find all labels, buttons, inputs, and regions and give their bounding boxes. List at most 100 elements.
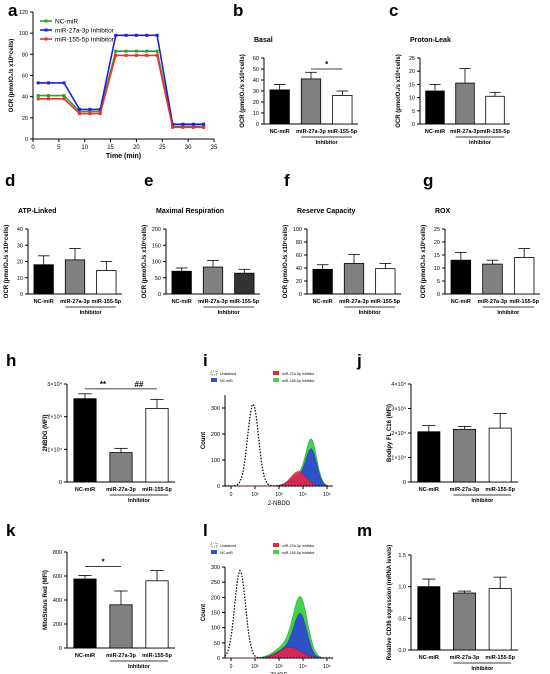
panel-letter-k: k [6, 521, 16, 540]
y-tick-label: 15 [434, 253, 440, 259]
y-tick-label: 1.5 [398, 553, 406, 559]
x-tick-label: 10³ [275, 492, 283, 498]
legend-entry: miR-155-5p Inhibitor [282, 551, 315, 555]
y-tick-label: 100 [211, 458, 220, 464]
data-point [114, 53, 118, 57]
y-tick-label: 40 [253, 78, 259, 84]
legend-entry: miR-27a-3p Inhibitor [55, 28, 115, 35]
y-tick-label: 40 [296, 266, 302, 272]
bar-c-1 [455, 82, 475, 125]
y-tick-label: 15 [409, 82, 415, 88]
legend-swatch [211, 550, 217, 554]
x-tick-label: NC-miR [313, 299, 333, 305]
inhibitor-label: Inhibitor [218, 310, 241, 316]
data-point [78, 109, 82, 113]
x-tick-label: 10⁵ [323, 664, 331, 670]
x-tick-label: 10⁵ [323, 492, 331, 498]
x-tick-label: NC-miR [75, 487, 95, 493]
y-tick-label: 10 [17, 276, 23, 282]
y-tick-label: 50 [214, 641, 220, 647]
y-tick-label: 200 [152, 227, 161, 233]
legend-entry: Unstained [220, 544, 236, 548]
x-tick-label: miR-155-5p [92, 299, 122, 305]
y-axis-label: OCR (pmolO₂/s x10⁶cells) [421, 225, 427, 298]
data-point [124, 49, 128, 53]
x-tick-label: NC-miR [419, 655, 439, 661]
x-tick-label: NC-miR [270, 129, 290, 135]
y-tick-label: 50 [253, 67, 259, 73]
x-tick-label: miR-27a-3p [339, 299, 369, 305]
x-tick-label: miR-27a-3p [478, 299, 508, 305]
y-axis-label: Bodipy FL C16 (MFI) [387, 404, 393, 462]
y-tick-label: 0 [217, 484, 220, 490]
panel-letter-i: i [203, 351, 208, 370]
panel-letter-a: a [8, 1, 18, 20]
data-point [47, 81, 51, 85]
data-point [202, 125, 206, 129]
data-point [145, 33, 149, 37]
bar-f-0 [312, 268, 333, 295]
chart-d: d ATP-Linked 0 10 20 30 40 OCR (pmolO₂/s x10⁶ce… [4, 171, 122, 316]
y-axis-label: OCR (pmolO₂/s x10⁶cells) [9, 39, 15, 112]
y-tick-label: 80 [22, 52, 28, 58]
x-axis-label: 2-NBDG [268, 501, 291, 507]
y-axis-label: MitoStatus Red (MFI) [43, 570, 49, 630]
x-tick-label: miR-27a-3p [106, 653, 136, 659]
y-tick-label: 300 [211, 406, 220, 412]
inhibitor-label: Inhibitor [359, 310, 382, 316]
x-tick-label: miR-155-5p [230, 299, 260, 305]
bar-e-0 [171, 270, 192, 295]
x-tick-label: 25 [159, 145, 166, 151]
legend-swatch [211, 378, 217, 382]
bar-d-1 [64, 259, 86, 295]
x-tick-label: 10 [81, 145, 88, 151]
data-point [98, 107, 102, 111]
data-point [134, 49, 138, 53]
legend-swatch-point [44, 28, 48, 32]
chart-k: k 0 200 400 600 800 MitoStatus Red (MFI) NC-miR… [6, 521, 175, 670]
y-tick-label: 25 [409, 56, 415, 62]
y-tick-label: 60 [253, 56, 259, 62]
y-tick-label: 2×10⁴ [47, 414, 62, 421]
legend-entry: miR-155-5p Inhibitor [282, 379, 315, 383]
y-tick-label: 0.0 [398, 648, 406, 654]
data-point [124, 33, 128, 37]
x-tick-label: miR-155-5p [142, 653, 172, 659]
histogram-ncmir [225, 448, 333, 487]
y-tick-label: 100 [152, 260, 161, 266]
significance-mark: * [325, 60, 329, 69]
bar-h-2 [145, 408, 169, 483]
y-tick-label: 30 [253, 89, 259, 95]
x-tick-label: miR-155-5p [485, 487, 515, 493]
data-point [134, 33, 138, 37]
chart-title: Maximal Respiration [156, 208, 224, 215]
panel-letter-h: h [6, 351, 16, 370]
y-tick-label: 5 [437, 279, 440, 285]
y-tick-label: 20 [17, 260, 23, 266]
y-tick-label: 400 [53, 598, 62, 604]
inhibitor-label: Inhibitor [497, 310, 520, 316]
legend-entry: Unstained [220, 372, 236, 376]
y-tick-label: 200 [211, 432, 220, 438]
y-tick-label: 0 [437, 292, 440, 298]
inhibitor-label: Inhibitor [128, 498, 151, 504]
y-axis-label: OCR (pmolO₂/s x10⁶cells) [396, 54, 402, 127]
chart-h: h 0 1×10⁴ 2×10⁴ 3×10⁴ 2NBDG (MFI) NC-miR miR-27… [6, 351, 175, 504]
x-tick-label: 30 [185, 145, 192, 151]
data-point [88, 109, 92, 113]
bar-k-0 [73, 578, 97, 649]
y-tick-label: 0 [217, 656, 220, 662]
bar-c-0 [425, 90, 445, 125]
inhibitor-label: Inhibitor [471, 498, 494, 504]
data-point [62, 97, 66, 101]
series-line-1 [38, 34, 204, 125]
y-tick-label: 0 [25, 137, 28, 143]
y-tick-label: 100 [19, 31, 28, 37]
x-tick-label: miR-155-5p [328, 129, 358, 135]
chart-title: Reserve Capacity [297, 208, 355, 215]
legend-entry: NC-miR [220, 379, 233, 383]
data-point [171, 125, 175, 129]
data-point [78, 107, 82, 111]
data-point [47, 97, 51, 101]
